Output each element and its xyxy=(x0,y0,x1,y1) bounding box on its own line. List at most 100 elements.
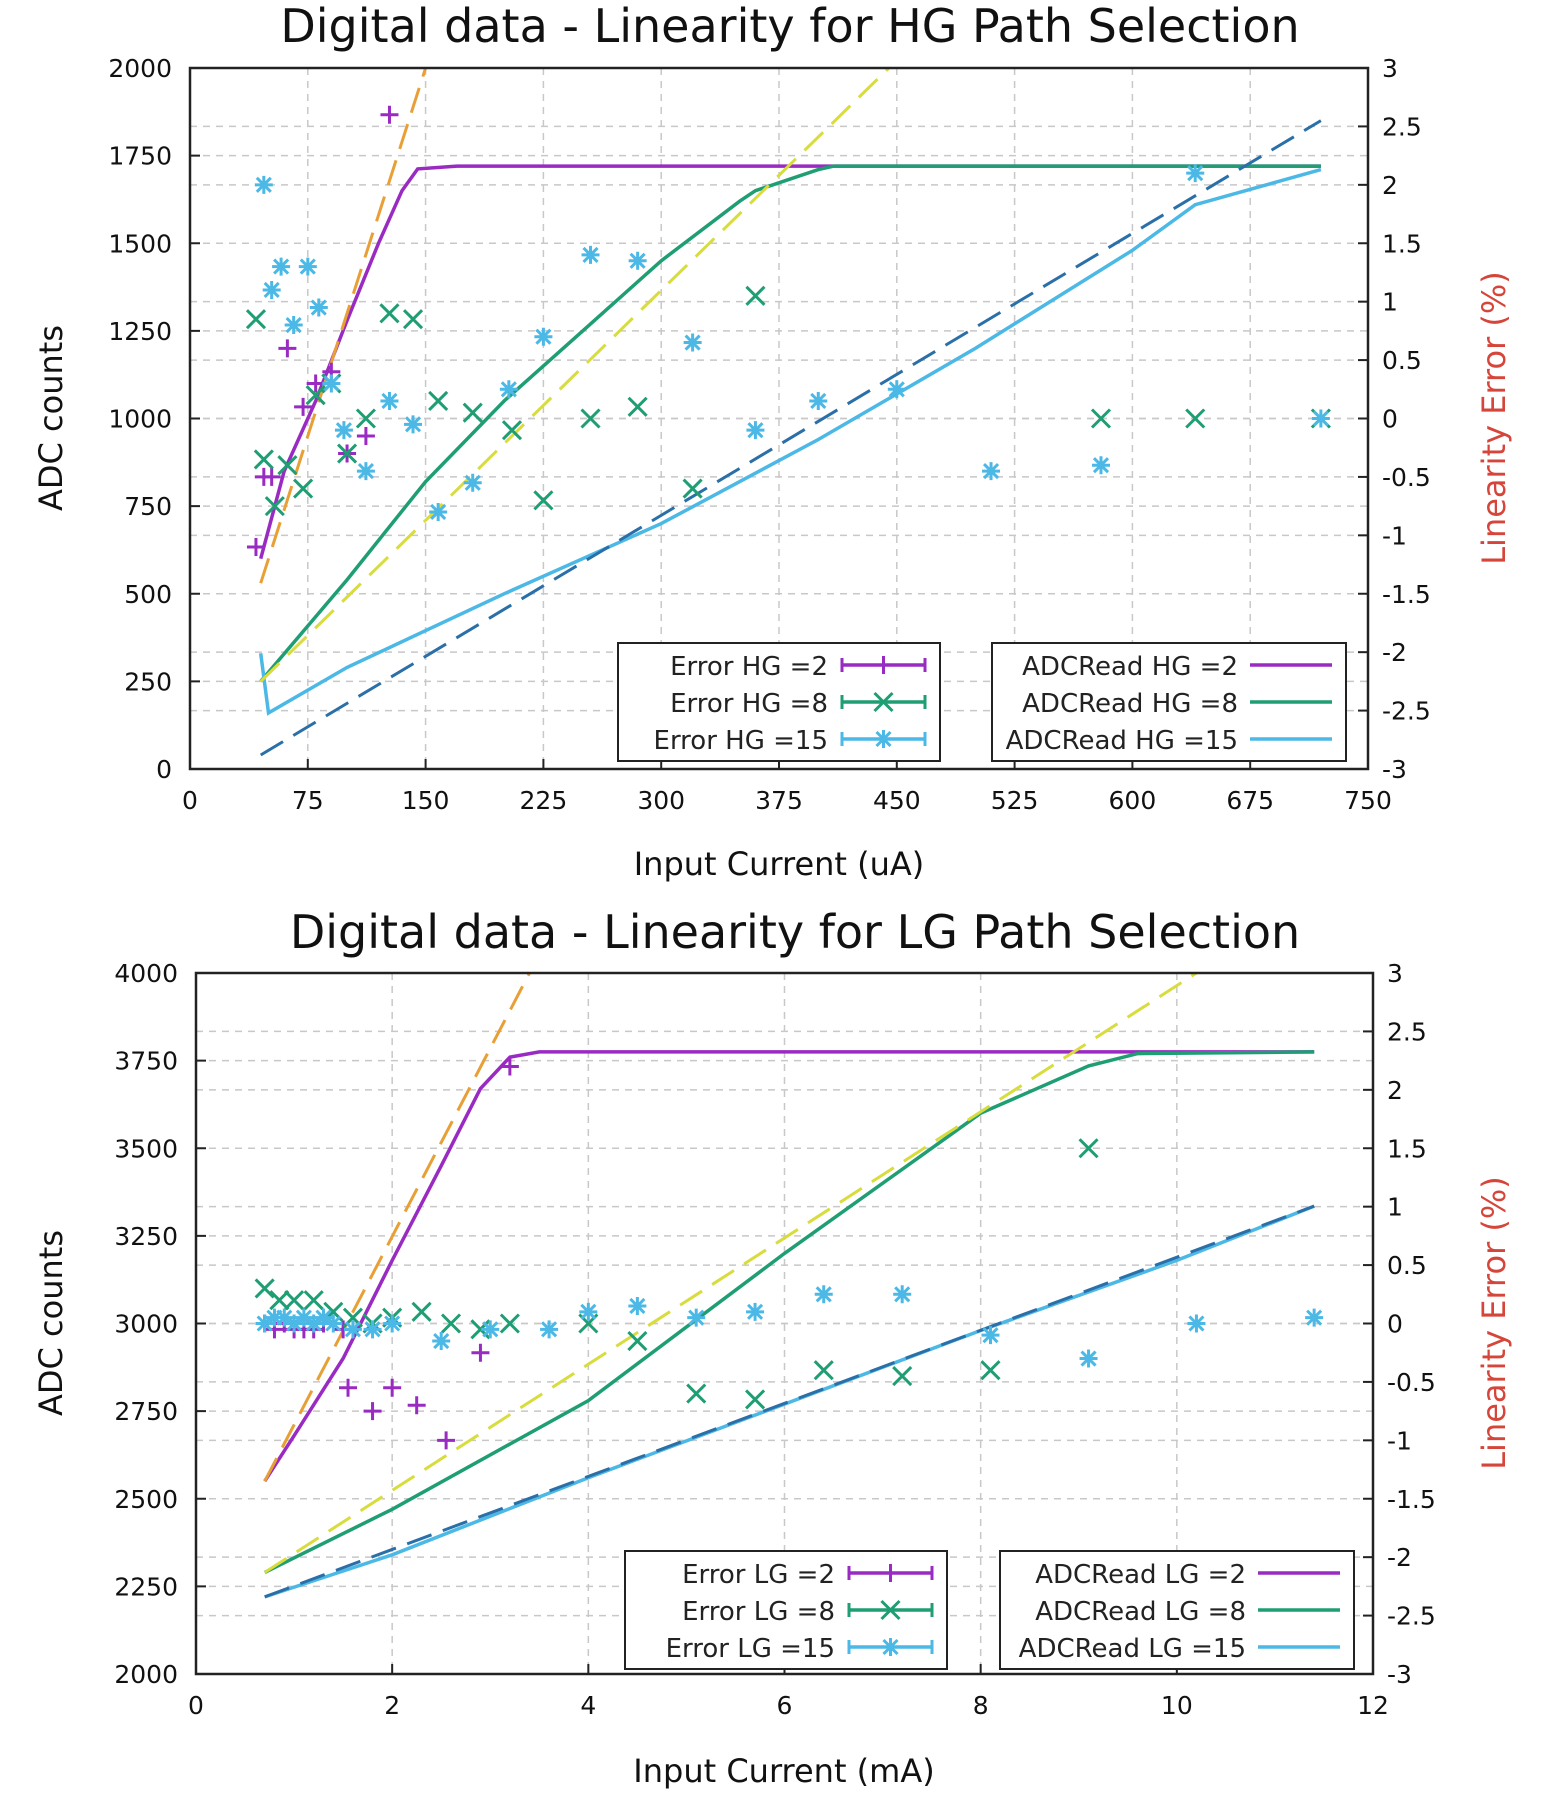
data-point xyxy=(686,1383,707,1404)
y-tick-label: 1500 xyxy=(108,229,172,258)
y-axis-label: ADC counts xyxy=(32,325,70,511)
y2-tick-label: -1 xyxy=(1387,1426,1412,1455)
data-point xyxy=(1311,409,1330,428)
y2-tick-label: 2.5 xyxy=(1382,112,1422,141)
data-point xyxy=(284,316,303,335)
data-point xyxy=(402,309,424,330)
data-point xyxy=(265,1308,284,1327)
y2-tick-label: -2.5 xyxy=(1382,697,1431,726)
y2-tick-label: -0.5 xyxy=(1382,463,1431,492)
data-point xyxy=(982,462,1001,481)
legend-label: Error LG =8 xyxy=(682,1597,835,1627)
data-point xyxy=(581,245,600,264)
data-point xyxy=(322,374,341,393)
data-point xyxy=(499,380,518,399)
data-point xyxy=(809,391,828,410)
data-point xyxy=(245,309,267,330)
y2-tick-label: -2 xyxy=(1387,1543,1412,1572)
data-point xyxy=(264,496,285,517)
y2-tick-label: 3 xyxy=(1382,54,1398,83)
y-tick-label: 2000 xyxy=(108,54,172,83)
data-point xyxy=(339,1378,358,1397)
data-point xyxy=(255,1314,274,1333)
y2-tick-label: -3 xyxy=(1382,755,1407,784)
data-point xyxy=(253,449,274,470)
data-point xyxy=(683,333,702,352)
series-line xyxy=(263,1050,1315,1483)
x-tick-label: 8 xyxy=(973,1691,989,1720)
x-tick-label: 225 xyxy=(520,786,568,815)
y-tick-label: 750 xyxy=(124,492,172,521)
x-tick-label: 6 xyxy=(777,1691,793,1720)
plot-content xyxy=(245,68,1331,757)
y-tick-label: 3000 xyxy=(114,1310,178,1339)
data-point xyxy=(534,327,553,346)
data-point xyxy=(337,443,358,464)
data-point xyxy=(277,455,298,476)
y2-tick-label: 2 xyxy=(1387,1076,1403,1105)
y2-tick-label: 1 xyxy=(1382,288,1398,317)
y2-tick-label: -1.5 xyxy=(1387,1485,1436,1514)
data-point xyxy=(440,1313,462,1334)
data-point xyxy=(628,1296,647,1315)
y-tick-label: 1750 xyxy=(108,142,172,171)
y-tick-label: 1250 xyxy=(108,317,172,346)
data-point xyxy=(687,1308,706,1327)
y-tick-label: 250 xyxy=(124,667,172,696)
data-point xyxy=(579,1302,598,1321)
data-point xyxy=(324,1314,343,1333)
data-point xyxy=(380,105,399,124)
chart-title: Digital data - Linearity for LG Path Sel… xyxy=(290,905,1300,959)
data-point xyxy=(1186,164,1205,183)
legend-label: Error HG =15 xyxy=(654,726,828,756)
data-point xyxy=(501,420,523,441)
legend-label: Error LG =15 xyxy=(666,1634,835,1664)
x-tick-label: 150 xyxy=(402,786,450,815)
x-tick-label: 375 xyxy=(755,786,803,815)
data-point xyxy=(881,1564,900,1582)
y2-tick-label: -2.5 xyxy=(1387,1602,1436,1631)
data-point xyxy=(463,473,482,492)
data-point xyxy=(275,1308,294,1327)
y2-axis-label: Linearity Error (%) xyxy=(1475,271,1513,565)
data-point xyxy=(814,1285,833,1304)
data-point xyxy=(285,1314,304,1333)
data-point xyxy=(380,391,399,410)
legend-label: ADCRead LG =15 xyxy=(1019,1634,1246,1664)
x-tick-label: 600 xyxy=(1109,786,1157,815)
y2-axis-label: Linearity Error (%) xyxy=(1475,1176,1513,1470)
x-tick-label: 675 xyxy=(1226,786,1274,815)
y2-tick-label: -2 xyxy=(1382,638,1407,667)
legend-label: ADCRead HG =8 xyxy=(1022,689,1238,719)
data-point xyxy=(981,1326,1000,1345)
data-point xyxy=(404,415,423,434)
data-point xyxy=(334,421,353,440)
y2-tick-label: -0.5 xyxy=(1387,1368,1436,1397)
data-point xyxy=(355,408,376,429)
data-point xyxy=(278,339,297,358)
data-point xyxy=(873,691,894,713)
data-point xyxy=(309,298,328,317)
data-point xyxy=(246,538,265,557)
data-point xyxy=(356,427,375,446)
y2-tick-label: 1.5 xyxy=(1382,229,1422,258)
data-point xyxy=(892,1366,913,1387)
plot-content xyxy=(254,973,1324,1599)
data-point xyxy=(1091,456,1110,475)
y-axis-label: ADC counts xyxy=(32,1230,70,1416)
fit-line xyxy=(264,1204,1315,1599)
y-tick-label: 2250 xyxy=(114,1572,178,1601)
legend: Error HG =2 Error HG =8 Error HG =15 ADC… xyxy=(617,642,1347,762)
data-point xyxy=(254,175,273,194)
data-point xyxy=(1185,408,1206,429)
y2-tick-label: 2.5 xyxy=(1387,1017,1427,1046)
fit-line xyxy=(263,973,1198,1574)
x-axis-label: Input Current (uA) xyxy=(634,845,925,883)
data-point xyxy=(874,656,893,674)
data-point xyxy=(887,380,906,399)
x-tick-label: 75 xyxy=(292,786,324,815)
data-point xyxy=(411,1301,432,1322)
fit-line xyxy=(259,119,1322,757)
data-point xyxy=(1090,408,1112,429)
fit-line xyxy=(259,68,890,683)
